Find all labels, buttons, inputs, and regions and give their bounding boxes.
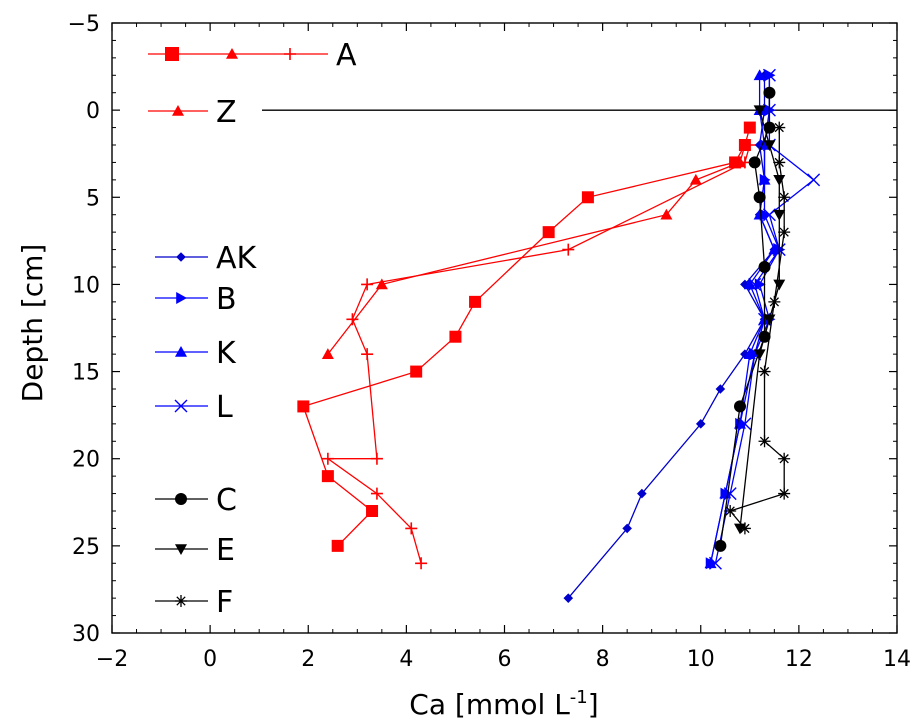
data-point <box>773 156 785 168</box>
y-tick-label: 15 <box>72 361 100 386</box>
x-axis-label-unit-sup: -1 <box>570 687 588 708</box>
legend-label: Z <box>216 95 237 130</box>
series-e-triangle-down <box>734 105 785 534</box>
legend-marker <box>176 292 187 304</box>
legend-entry-a: A <box>148 38 357 73</box>
series-line-a <box>328 145 745 354</box>
data-point <box>690 174 702 185</box>
data-point <box>361 278 373 290</box>
y-tick-label: 25 <box>72 535 100 560</box>
y-tick-label: −5 <box>68 12 100 37</box>
data-point <box>716 384 726 394</box>
legend-entry-k: K <box>155 336 237 371</box>
legend-entry-z: Z <box>148 95 237 130</box>
data-point <box>361 348 373 360</box>
series-line-ak <box>568 75 774 598</box>
legend-label: F <box>216 585 233 620</box>
series-line-f <box>730 128 784 529</box>
y-axis-label: Depth [cm] <box>16 244 49 403</box>
legend-entry-l: L <box>155 390 233 425</box>
data-point <box>773 122 785 134</box>
series-a-square <box>297 122 755 552</box>
data-point <box>724 505 736 517</box>
data-point <box>778 488 790 500</box>
data-point <box>808 174 820 186</box>
series-a-plus <box>322 139 756 569</box>
x-axis-label-main: Ca [mmol L <box>409 688 570 721</box>
data-point <box>371 453 383 465</box>
data-point <box>759 435 771 447</box>
legend-marker <box>175 493 187 505</box>
legend-label: B <box>216 282 237 317</box>
data-point <box>714 540 726 552</box>
legend-marker <box>175 595 187 607</box>
data-point <box>778 191 790 203</box>
x-tick-label: 14 <box>883 647 911 672</box>
data-point <box>744 122 756 134</box>
data-point <box>773 175 785 186</box>
x-tick-label: 4 <box>399 647 413 672</box>
legend-label: E <box>216 533 235 568</box>
legend-entry-f: F <box>155 585 233 620</box>
series-line-a <box>303 128 750 546</box>
data-point <box>773 280 785 291</box>
data-point <box>322 470 334 482</box>
series-a-triangle <box>322 139 751 359</box>
data-point <box>410 366 422 378</box>
data-point <box>759 366 771 378</box>
legend-label: C <box>216 483 237 518</box>
x-tick-label: 0 <box>203 647 217 672</box>
x-tick-label: 2 <box>301 647 315 672</box>
y-tick-label: 30 <box>72 622 100 647</box>
data-point <box>562 244 574 256</box>
legend-entry-ak: AK <box>155 241 258 276</box>
legend-marker <box>284 48 296 60</box>
x-tick-label: −2 <box>96 647 128 672</box>
y-tick-label: 20 <box>72 448 100 473</box>
legend-label: K <box>216 336 237 371</box>
legend-entry-e: E <box>155 533 235 568</box>
data-point <box>754 191 766 203</box>
data-point <box>415 557 427 569</box>
data-point <box>759 261 771 273</box>
legend-label: L <box>216 390 233 425</box>
data-point <box>346 313 358 325</box>
y-tick-label: 0 <box>86 99 100 124</box>
legend-label: AK <box>216 241 258 276</box>
data-point <box>543 226 555 238</box>
data-point <box>773 210 785 221</box>
data-point <box>449 331 461 343</box>
legend-marker <box>165 47 179 61</box>
x-tick-label: 6 <box>498 647 512 672</box>
y-tick-label: 10 <box>72 273 100 298</box>
legend-entry-c: C <box>155 483 237 518</box>
data-point <box>763 87 775 99</box>
x-tick-label: 12 <box>785 647 813 672</box>
x-axis-label: Ca [mmol L-1] <box>409 687 598 721</box>
data-point <box>469 296 481 308</box>
data-point <box>582 191 594 203</box>
data-point <box>297 400 309 412</box>
legend-entry-b: B <box>155 282 237 317</box>
data-point <box>749 156 761 168</box>
x-axis-label-end: ] <box>588 688 599 721</box>
legend-marker <box>176 252 186 262</box>
legend-label: A <box>336 38 357 73</box>
series-line-a <box>328 145 750 563</box>
data-point <box>332 540 344 552</box>
x-tick-label: 8 <box>596 647 610 672</box>
y-tick-label: 5 <box>86 186 100 211</box>
data-point <box>778 453 790 465</box>
data-point <box>366 505 378 517</box>
x-tick-label: 10 <box>687 647 715 672</box>
data-point <box>778 226 790 238</box>
data-point <box>734 400 746 412</box>
data-point <box>739 522 751 534</box>
data-point <box>768 296 780 308</box>
